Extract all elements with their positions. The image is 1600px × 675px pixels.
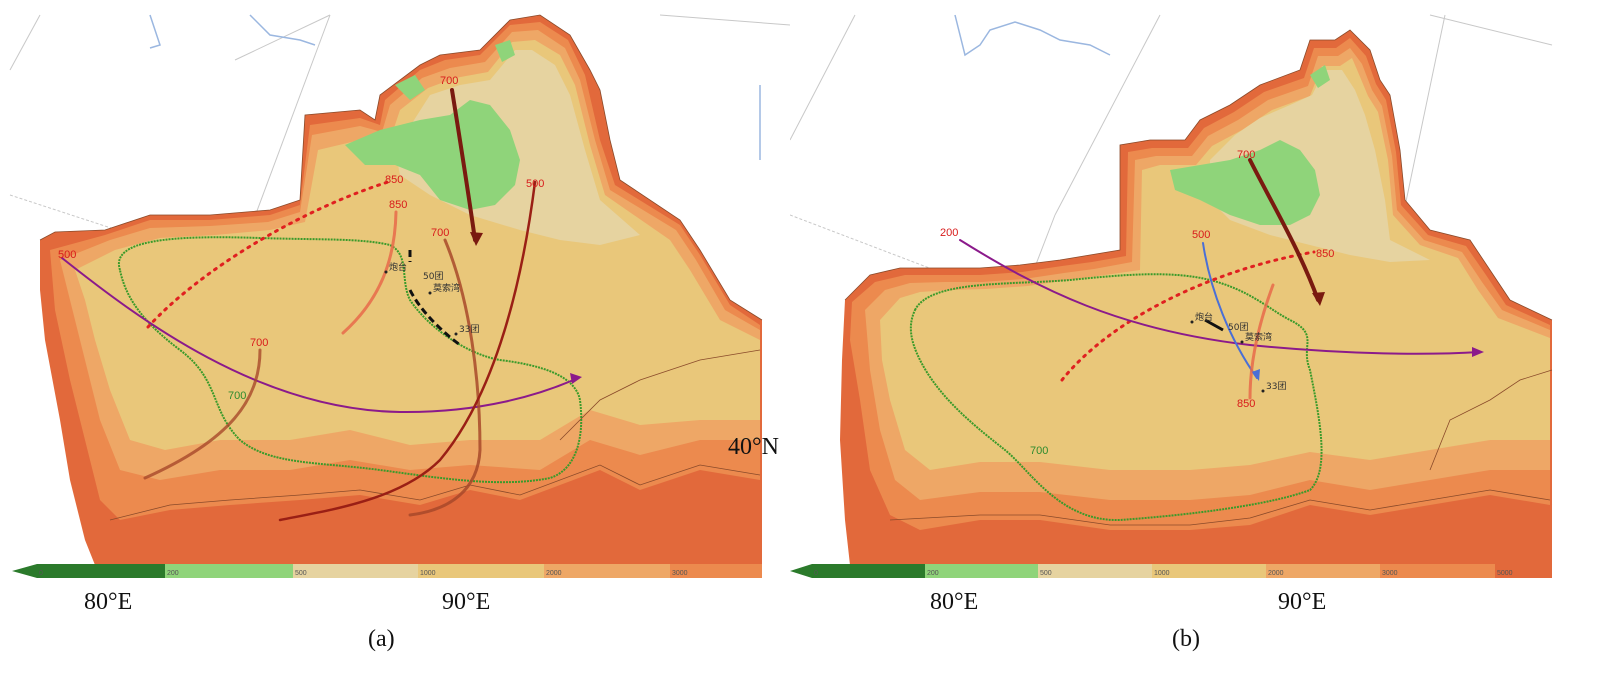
map-panel-a: 700 500 850 850 700 500 700 700 炮台 50团 (9, 14, 791, 652)
trajectory-700-mid-a (408, 238, 482, 517)
traj-label-b-4: 850 (1237, 398, 1255, 410)
arrowhead-purple-a (570, 373, 582, 384)
trajectories-b (959, 158, 1481, 400)
trajectory-700-north-b (1248, 158, 1320, 302)
arrowhead-darkred-a (470, 232, 483, 246)
scale-tick-a-0: 0 (39, 570, 43, 577)
traj-label-a-1: 850 (385, 174, 403, 186)
station-label-b-3: 33团 (1266, 381, 1286, 392)
contour-700-b (909, 273, 1323, 522)
traj-label-b-2: 700 (1237, 149, 1255, 161)
terrain-basin-b (880, 58, 1550, 470)
station-track-b (1204, 318, 1224, 332)
station-track-a (408, 250, 461, 347)
station-label-b-2: 莫索湾 (1245, 331, 1272, 343)
panel-caption-b: (b) (1172, 626, 1200, 652)
panel-caption-a: (a) (368, 626, 395, 652)
elevation-scale-a: 0 200 500 1000 2000 3000 (12, 564, 762, 578)
scale-tick-b-6: 5000 (1497, 570, 1513, 577)
station-label-a-0: 炮台 (389, 261, 407, 273)
terrain-lowland-a (345, 100, 520, 210)
traj-label-a-3: 700 (440, 75, 458, 87)
scale-tick-b-0: 0 (814, 570, 818, 577)
trajectory-purple-b (959, 239, 1481, 355)
trajectories-a (61, 88, 579, 522)
traj-label-a-5: 700 (431, 227, 449, 239)
map-b-svg: 700 200 500 700 850 850 炮台 50团 莫索湾 33团 (790, 14, 1553, 652)
station-label-a-3: 33团 (459, 324, 479, 335)
arrowhead-purple-b (1472, 347, 1484, 357)
dotted-line-a (146, 180, 390, 329)
traj-label-a-2: 850 (389, 199, 407, 211)
borders-b (844, 29, 1553, 526)
scale-tick-b-3: 1000 (1154, 570, 1170, 577)
trajectory-500-a (278, 180, 537, 522)
scale-tick-b-1: 200 (927, 570, 939, 577)
stations-b: 炮台 50团 莫索湾 33团 (1190, 311, 1286, 393)
dotted-line-b (1060, 250, 1316, 382)
scale-tick-a-1: 200 (167, 570, 179, 577)
contour-label-b: 700 (1030, 445, 1048, 457)
traj-label-a-4: 500 (526, 178, 544, 190)
terrain-lowland-small-b (1310, 65, 1330, 88)
traj-label-a-6: 700 (250, 337, 268, 349)
scale-tick-b-5: 3000 (1382, 570, 1398, 577)
station-label-b-1: 50团 (1228, 322, 1248, 333)
rivers-b (954, 14, 1111, 57)
scale-tick-b-4: 2000 (1268, 570, 1284, 577)
terrain-basin-a (75, 40, 760, 450)
lon-label-a-80: 80°E (84, 589, 132, 615)
traj-label-b-0: 200 (940, 227, 958, 239)
trajectory-700-sw-a (143, 348, 262, 480)
traj-label-b-3: 850 (1316, 248, 1334, 260)
stations-a: 炮台 50团 莫索湾 33团 (384, 261, 479, 336)
contour-label-a: 700 (228, 390, 246, 402)
traj-label-b-1: 500 (1192, 229, 1210, 241)
rivers-a (149, 14, 761, 160)
trajectory-700-north-a (450, 88, 477, 242)
station-label-a-1: 50团 (423, 271, 443, 282)
arrowhead-blue-b (1252, 369, 1260, 381)
lon-label-b-80: 80°E (930, 589, 978, 615)
lat-label-a-40: 40°N (728, 434, 779, 460)
lon-label-a-90: 90°E (442, 589, 490, 615)
scale-tick-a-5: 3000 (672, 570, 688, 577)
terrain-lowland-b (1170, 140, 1320, 225)
elevation-scale-b: 0 200 500 1000 2000 3000 5000 (790, 564, 1552, 578)
contour-700-a (117, 236, 583, 484)
scale-tick-a-4: 2000 (546, 570, 562, 577)
station-label-a-2: 莫索湾 (433, 282, 460, 294)
trajectory-purple-a (61, 257, 579, 414)
traj-label-a-0: 500 (58, 249, 76, 261)
scale-tick-a-3: 1000 (420, 570, 436, 577)
scale-tick-b-2: 500 (1040, 570, 1052, 577)
arrowhead-darkred-b (1312, 292, 1325, 306)
trajectory-blue-b (1202, 242, 1258, 379)
terrain-lowland-small-a (395, 40, 515, 100)
lon-label-b-90: 90°E (1278, 589, 1326, 615)
borders-a (39, 14, 763, 521)
scale-tick-a-2: 500 (295, 570, 307, 577)
map-panel-b: 700 200 500 700 850 850 炮台 50团 莫索湾 33团 (790, 0, 1590, 675)
station-label-b-0: 炮台 (1195, 311, 1213, 323)
trajectory-850-a (341, 210, 398, 335)
trajectory-850-b (1248, 283, 1275, 400)
map-a-svg: 700 500 850 850 700 500 700 700 炮台 50团 (9, 14, 791, 652)
